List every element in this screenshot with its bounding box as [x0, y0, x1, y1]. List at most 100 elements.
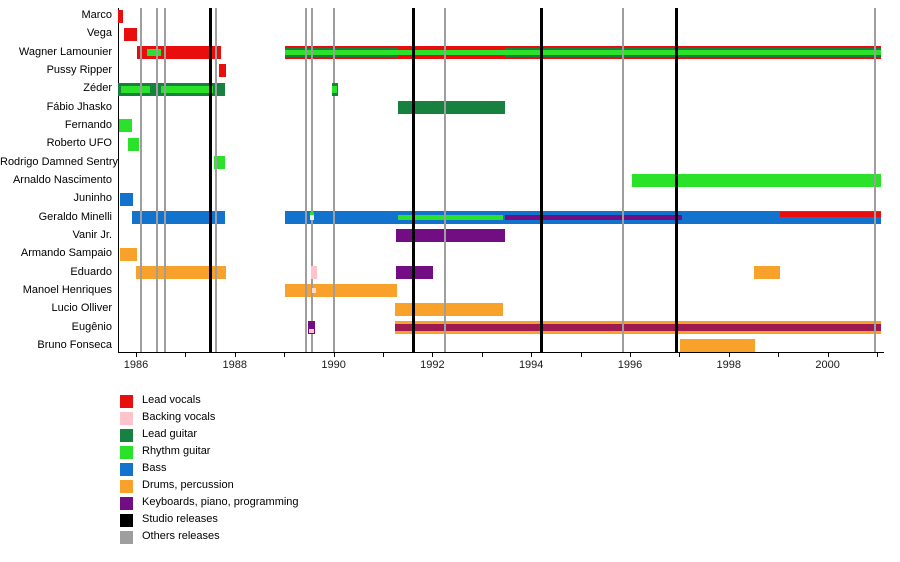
x-axis-tick [877, 353, 878, 357]
timeline-bar-green [119, 119, 133, 133]
x-axis-tick [136, 353, 137, 357]
timeline-bar-green [631, 174, 881, 188]
x-axis-tick [778, 353, 780, 357]
timeline-bar-orange [753, 266, 781, 280]
member-label: Lucio Olliver [51, 302, 112, 315]
legend-label: Keyboards, piano, programming [142, 496, 299, 508]
timeline-bar-white [310, 215, 315, 221]
legend-label: Bass [142, 462, 167, 474]
timeline-bar-pink [310, 266, 317, 280]
studio-release-line [208, 8, 212, 352]
x-axis-tick [580, 353, 582, 357]
legend-swatch-blue [120, 463, 133, 476]
x-axis-label: 1996 [617, 359, 643, 371]
x-axis-label: 1990 [321, 359, 346, 371]
member-label: Marco [81, 9, 112, 21]
studio-release-line [412, 8, 416, 352]
x-axis-label: 1998 [716, 359, 742, 371]
timeline-bar-green [285, 50, 881, 56]
legend-label: Drums, percussion [142, 479, 234, 491]
legend-label: Lead guitar [142, 428, 198, 440]
legend-label: Lead vocals [142, 394, 201, 406]
timeline-bar-pink [308, 329, 314, 334]
timeline-bar-red [218, 64, 226, 78]
others-release-line [215, 8, 218, 352]
member-label: Fábio Jhasko [46, 100, 112, 113]
studio-release-line [675, 8, 679, 352]
legend-swatch-green [120, 446, 133, 459]
x-axis-tick [679, 353, 681, 357]
timeline-bar-green [160, 85, 214, 93]
legend-label: Rhythm guitar [142, 445, 211, 457]
others-release-line [310, 8, 313, 352]
member-label: Geraldo Minelli [38, 210, 112, 223]
x-axis-label: 1988 [222, 359, 248, 371]
others-release-line [305, 8, 308, 352]
timeline-bar-green [332, 85, 338, 93]
timeline-bar-blue [120, 192, 134, 206]
x-axis-tick [284, 353, 286, 357]
timeline-bar-green [397, 215, 504, 221]
timeline-bar-green [128, 137, 139, 151]
x-axis-tick [827, 353, 829, 357]
others-release-line [332, 8, 335, 352]
legend-swatch-purple [120, 497, 133, 510]
others-release-line [164, 8, 167, 352]
legend-swatch-pink [120, 412, 133, 425]
member-label: Roberto UFO [46, 137, 112, 150]
x-axis-line [118, 352, 884, 353]
member-label: Armando Sampaio [20, 247, 112, 260]
others-release-line [443, 8, 446, 352]
timeline-bar-red [780, 212, 881, 218]
x-axis-label: 1986 [123, 359, 149, 371]
x-axis-tick [333, 353, 335, 357]
legend-label: Others releases [142, 530, 220, 542]
timeline-bar-darkgreen [397, 101, 505, 115]
member-label: Vega [86, 27, 112, 40]
timeline-bar-orange [120, 247, 137, 261]
others-release-line [874, 8, 877, 352]
legend-label: Backing vocals [142, 411, 216, 423]
member-label: Arnaldo Nascimento [12, 173, 112, 186]
member-label: Wagner Lamounier [18, 45, 112, 58]
member-label: Eugênio [71, 320, 112, 333]
timeline-bar-purple [505, 215, 682, 221]
x-axis-tick [185, 353, 187, 357]
timeline-bar-green [214, 156, 225, 170]
timeline-bar-orange [285, 284, 397, 298]
x-axis-tick [531, 353, 533, 357]
others-release-line [139, 8, 142, 352]
x-axis-tick [728, 353, 730, 357]
studio-release-line [539, 8, 543, 352]
member-label: Fernando [64, 118, 112, 131]
timeline-bar-orange [679, 339, 755, 353]
member-label: Juninho [73, 192, 112, 205]
legend-swatch-darkgreen [120, 429, 133, 442]
timeline-bar-purple [307, 321, 315, 335]
timeline-bar-maroon [394, 324, 881, 332]
timeline-bar-green [146, 49, 161, 57]
timeline-bar-purple [395, 229, 506, 243]
others-release-line [622, 8, 625, 352]
x-axis-tick [630, 353, 631, 357]
timeline-bar-orange [394, 302, 504, 316]
x-axis-label: 2000 [815, 359, 840, 371]
x-axis-tick [234, 353, 236, 357]
y-axis-line [118, 8, 119, 352]
member-label: Manoel Henriques [22, 283, 112, 296]
timeline-bar-red [118, 9, 124, 23]
legend-swatch-orange [120, 480, 133, 493]
timeline-bar-green [310, 212, 315, 218]
member-label: Vanir Jr. [72, 228, 112, 241]
member-label: Bruno Fonseca [37, 338, 112, 351]
member-label: Zéder [83, 82, 112, 95]
x-axis-label: 1994 [518, 359, 544, 371]
others-release-line [156, 8, 159, 352]
x-axis-tick [383, 353, 384, 357]
timeline-bar-red [124, 27, 137, 41]
member-label: Eduardo [70, 265, 112, 278]
member-label: Rodrigo Damned Sentry [0, 155, 119, 168]
timeline-bar-orange [136, 266, 226, 280]
